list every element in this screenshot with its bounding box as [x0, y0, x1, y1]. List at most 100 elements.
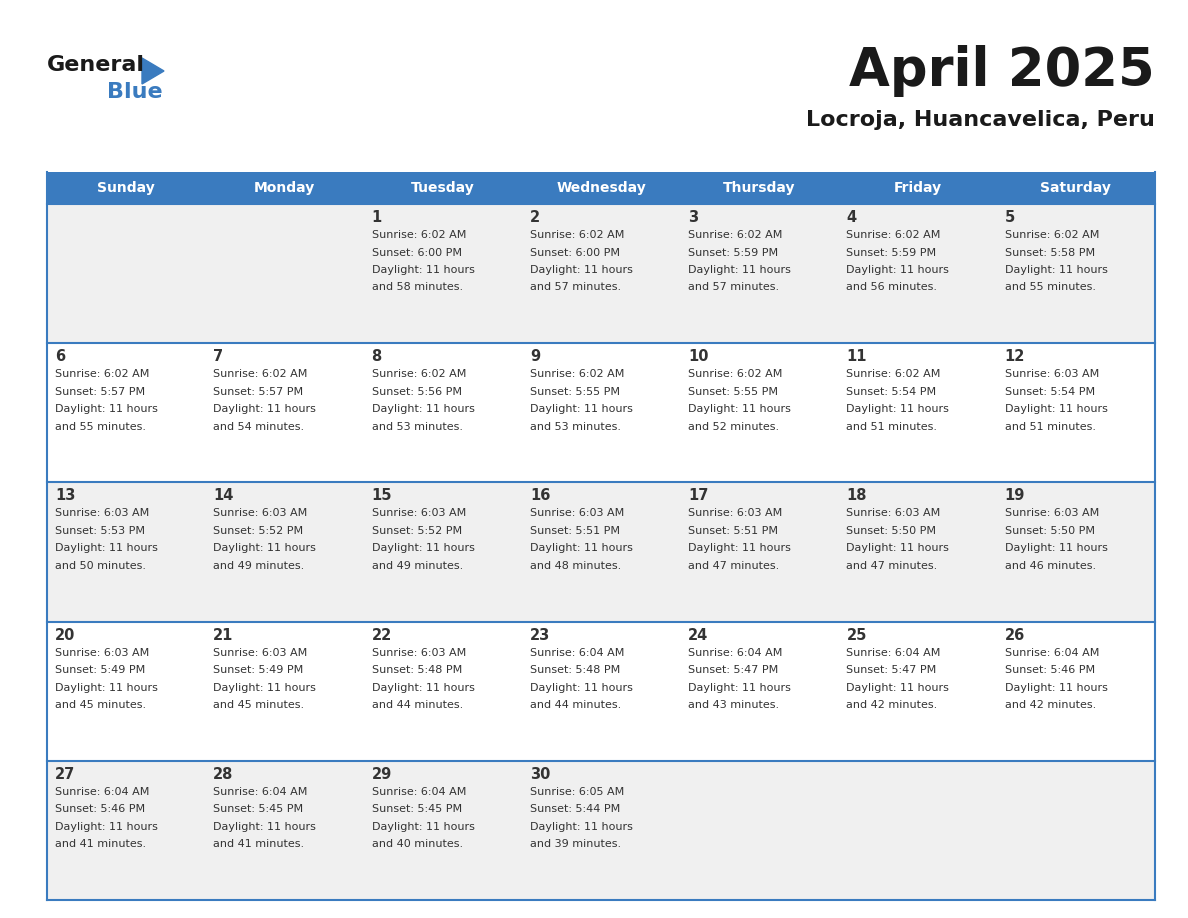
Text: 17: 17: [688, 488, 708, 503]
Text: Sunrise: 6:05 AM: Sunrise: 6:05 AM: [530, 787, 624, 797]
Bar: [522, 343, 681, 482]
Text: Sunset: 5:47 PM: Sunset: 5:47 PM: [688, 666, 778, 675]
Text: 13: 13: [55, 488, 75, 503]
Bar: [839, 343, 997, 482]
Bar: [997, 204, 1155, 343]
Text: and 51 minutes.: and 51 minutes.: [1005, 421, 1095, 431]
Text: 4: 4: [846, 210, 857, 225]
Text: 11: 11: [846, 349, 867, 364]
Text: Sunrise: 6:03 AM: Sunrise: 6:03 AM: [214, 509, 308, 519]
Text: Locroja, Huancavelica, Peru: Locroja, Huancavelica, Peru: [807, 110, 1155, 130]
Text: 19: 19: [1005, 488, 1025, 503]
Text: 28: 28: [214, 767, 234, 782]
Text: Daylight: 11 hours: Daylight: 11 hours: [214, 683, 316, 692]
Text: Sunset: 5:47 PM: Sunset: 5:47 PM: [846, 666, 936, 675]
Text: 24: 24: [688, 628, 708, 643]
Text: Sunset: 5:48 PM: Sunset: 5:48 PM: [372, 666, 462, 675]
Text: Sunset: 5:44 PM: Sunset: 5:44 PM: [530, 804, 620, 814]
Text: Sunset: 5:50 PM: Sunset: 5:50 PM: [1005, 526, 1094, 536]
Bar: [522, 172, 681, 204]
Text: Sunrise: 6:03 AM: Sunrise: 6:03 AM: [530, 509, 624, 519]
Text: Sunrise: 6:02 AM: Sunrise: 6:02 AM: [214, 369, 308, 379]
Text: Sunrise: 6:03 AM: Sunrise: 6:03 AM: [1005, 369, 1099, 379]
Text: Sunrise: 6:02 AM: Sunrise: 6:02 AM: [688, 230, 783, 240]
Bar: [48, 343, 206, 482]
Text: 16: 16: [530, 488, 550, 503]
Text: and 57 minutes.: and 57 minutes.: [530, 283, 621, 293]
Text: and 46 minutes.: and 46 minutes.: [1005, 561, 1095, 571]
Bar: [206, 621, 364, 761]
Text: Sunrise: 6:03 AM: Sunrise: 6:03 AM: [688, 509, 783, 519]
Text: Sunset: 5:51 PM: Sunset: 5:51 PM: [688, 526, 778, 536]
Text: Sunrise: 6:02 AM: Sunrise: 6:02 AM: [846, 230, 941, 240]
Text: and 57 minutes.: and 57 minutes.: [688, 283, 779, 293]
Text: Daylight: 11 hours: Daylight: 11 hours: [530, 265, 633, 275]
Text: Sunrise: 6:03 AM: Sunrise: 6:03 AM: [846, 509, 941, 519]
Text: Sunrise: 6:03 AM: Sunrise: 6:03 AM: [55, 647, 150, 657]
Text: Sunset: 5:59 PM: Sunset: 5:59 PM: [846, 248, 936, 258]
Text: Sunset: 5:50 PM: Sunset: 5:50 PM: [846, 526, 936, 536]
Text: Daylight: 11 hours: Daylight: 11 hours: [55, 822, 158, 832]
Text: April 2025: April 2025: [849, 45, 1155, 97]
Text: Sunset: 5:55 PM: Sunset: 5:55 PM: [530, 386, 620, 397]
Text: 14: 14: [214, 488, 234, 503]
Text: and 44 minutes.: and 44 minutes.: [530, 700, 621, 711]
Text: and 48 minutes.: and 48 minutes.: [530, 561, 621, 571]
Bar: [997, 761, 1155, 900]
Bar: [206, 761, 364, 900]
Text: Blue: Blue: [107, 82, 163, 102]
Text: Sunrise: 6:03 AM: Sunrise: 6:03 AM: [214, 647, 308, 657]
Text: Daylight: 11 hours: Daylight: 11 hours: [846, 683, 949, 692]
Text: and 41 minutes.: and 41 minutes.: [55, 839, 146, 849]
Text: and 55 minutes.: and 55 minutes.: [55, 421, 146, 431]
Bar: [839, 621, 997, 761]
Text: Saturday: Saturday: [1041, 181, 1111, 195]
Text: Sunset: 5:57 PM: Sunset: 5:57 PM: [214, 386, 303, 397]
Text: 20: 20: [55, 628, 75, 643]
Bar: [364, 761, 522, 900]
Text: and 41 minutes.: and 41 minutes.: [214, 839, 304, 849]
Text: Daylight: 11 hours: Daylight: 11 hours: [1005, 543, 1107, 554]
Text: Daylight: 11 hours: Daylight: 11 hours: [688, 265, 791, 275]
Text: and 55 minutes.: and 55 minutes.: [1005, 283, 1095, 293]
Text: Sunrise: 6:02 AM: Sunrise: 6:02 AM: [55, 369, 150, 379]
Bar: [997, 482, 1155, 621]
Bar: [364, 204, 522, 343]
Bar: [681, 172, 839, 204]
Text: and 56 minutes.: and 56 minutes.: [846, 283, 937, 293]
Text: Sunset: 5:46 PM: Sunset: 5:46 PM: [55, 804, 145, 814]
Bar: [522, 204, 681, 343]
Text: and 42 minutes.: and 42 minutes.: [1005, 700, 1097, 711]
Text: and 39 minutes.: and 39 minutes.: [530, 839, 621, 849]
Text: and 45 minutes.: and 45 minutes.: [214, 700, 304, 711]
Text: Sunrise: 6:04 AM: Sunrise: 6:04 AM: [214, 787, 308, 797]
Bar: [206, 343, 364, 482]
Text: 5: 5: [1005, 210, 1015, 225]
Text: Sunrise: 6:04 AM: Sunrise: 6:04 AM: [1005, 647, 1099, 657]
Bar: [48, 482, 206, 621]
Text: Sunset: 5:55 PM: Sunset: 5:55 PM: [688, 386, 778, 397]
Text: Daylight: 11 hours: Daylight: 11 hours: [688, 404, 791, 414]
Text: Sunrise: 6:02 AM: Sunrise: 6:02 AM: [1005, 230, 1099, 240]
Text: 23: 23: [530, 628, 550, 643]
Bar: [522, 761, 681, 900]
Text: Sunrise: 6:02 AM: Sunrise: 6:02 AM: [688, 369, 783, 379]
Text: 7: 7: [214, 349, 223, 364]
Text: and 58 minutes.: and 58 minutes.: [372, 283, 462, 293]
Text: Sunset: 6:00 PM: Sunset: 6:00 PM: [530, 248, 620, 258]
Bar: [839, 204, 997, 343]
Text: and 42 minutes.: and 42 minutes.: [846, 700, 937, 711]
Text: Thursday: Thursday: [723, 181, 796, 195]
Text: Daylight: 11 hours: Daylight: 11 hours: [1005, 683, 1107, 692]
Text: Sunday: Sunday: [97, 181, 154, 195]
Text: Sunset: 5:48 PM: Sunset: 5:48 PM: [530, 666, 620, 675]
Text: Sunset: 5:54 PM: Sunset: 5:54 PM: [846, 386, 936, 397]
Text: Sunrise: 6:02 AM: Sunrise: 6:02 AM: [372, 230, 466, 240]
Bar: [681, 343, 839, 482]
Text: and 53 minutes.: and 53 minutes.: [530, 421, 621, 431]
Text: Sunrise: 6:04 AM: Sunrise: 6:04 AM: [372, 787, 466, 797]
Text: Daylight: 11 hours: Daylight: 11 hours: [372, 683, 474, 692]
Text: Sunrise: 6:02 AM: Sunrise: 6:02 AM: [372, 369, 466, 379]
Text: Sunset: 5:59 PM: Sunset: 5:59 PM: [688, 248, 778, 258]
Text: 2: 2: [530, 210, 541, 225]
